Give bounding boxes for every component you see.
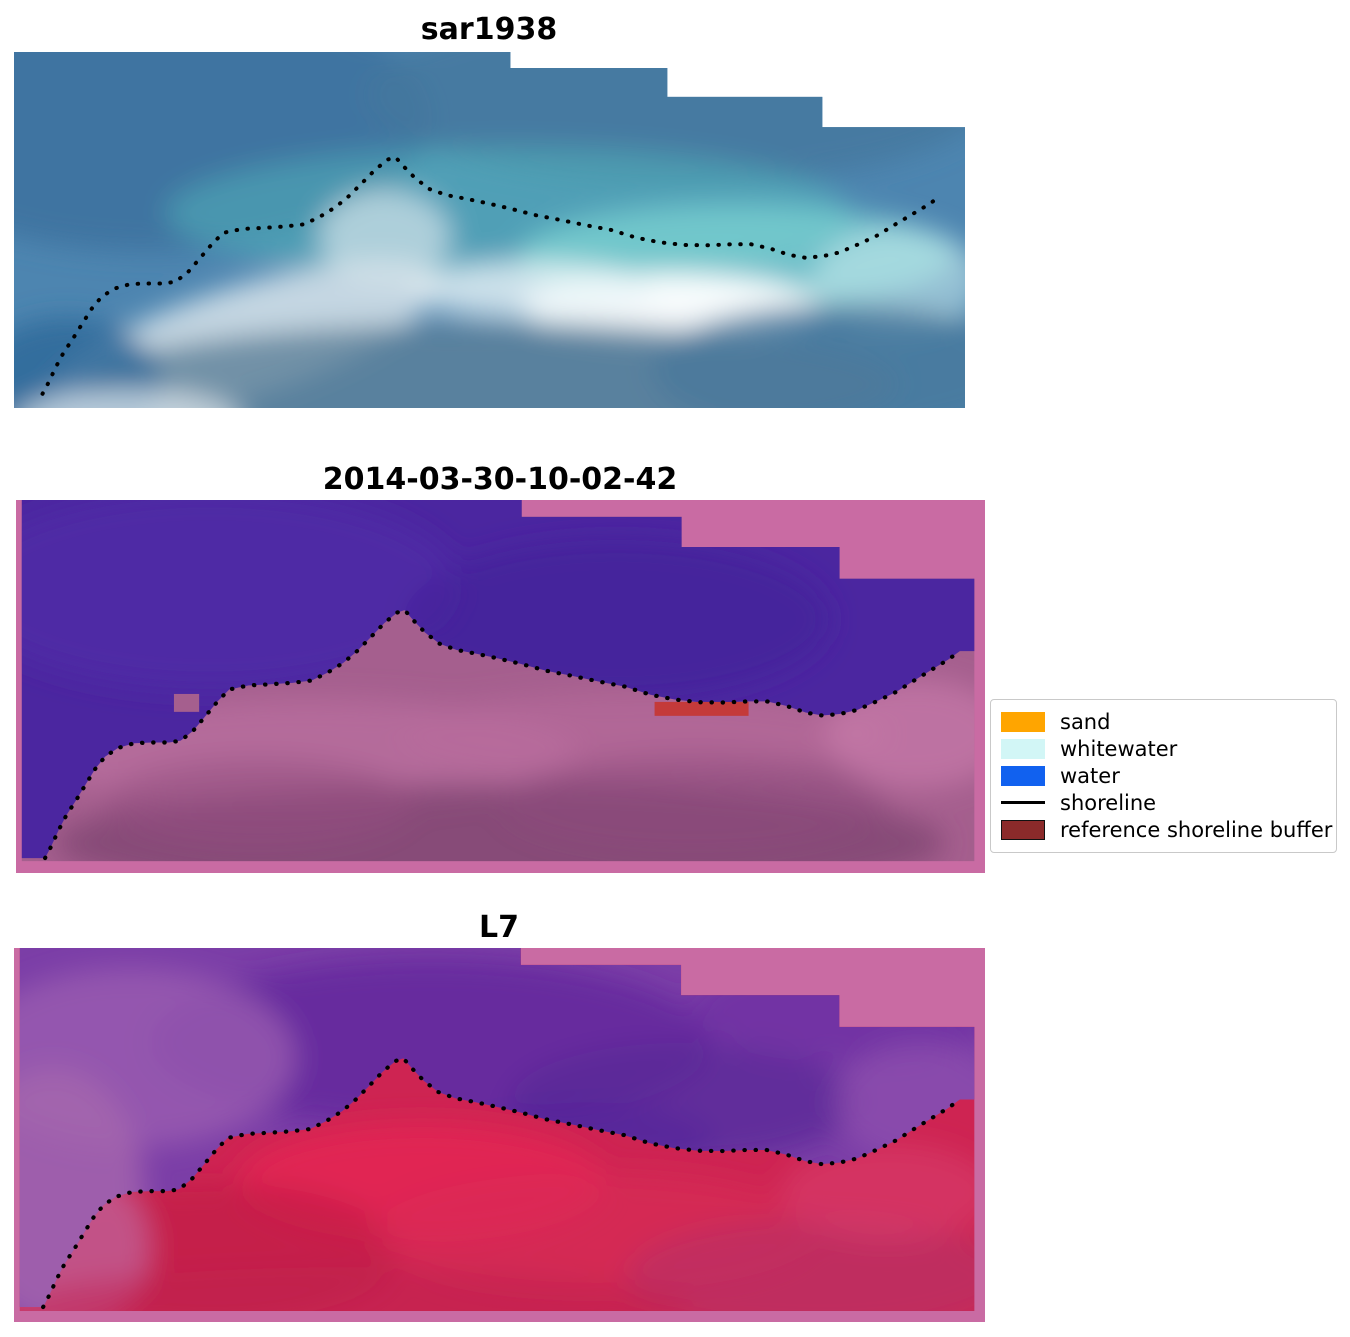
reference-buffer-swatch [1001, 819, 1045, 840]
panel-image-l7 [14, 948, 985, 1322]
panel-title-l7: L7 [479, 910, 519, 945]
legend-label-whitewater: whitewater [1060, 737, 1178, 762]
legend-item-reference-buffer: reference shoreline buffer [1001, 816, 1332, 843]
panel-image-sar1938 [14, 52, 965, 408]
whitewater-swatch [1001, 739, 1045, 760]
sand-swatch [1001, 712, 1045, 733]
legend-label-sand: sand [1060, 710, 1111, 735]
legend-item-whitewater: whitewater [1001, 736, 1326, 763]
legend-item-sand: sand [1001, 709, 1326, 736]
legend-item-shoreline: shoreline [1001, 789, 1326, 816]
water-swatch [1001, 765, 1045, 786]
panel-title-sar1938: sar1938 [420, 12, 558, 47]
shoreline-line-swatch [1001, 801, 1045, 805]
legend: sand whitewater water shoreline referenc… [990, 699, 1337, 853]
legend-item-water: water [1001, 763, 1326, 790]
panel-image-classified [16, 500, 985, 873]
legend-label-shoreline: shoreline [1060, 790, 1157, 815]
legend-label-reference-buffer: reference shoreline buffer [1060, 817, 1333, 842]
panel-title-classified: 2014-03-30-10-02-42 [322, 462, 678, 497]
legend-label-water: water [1060, 763, 1120, 788]
